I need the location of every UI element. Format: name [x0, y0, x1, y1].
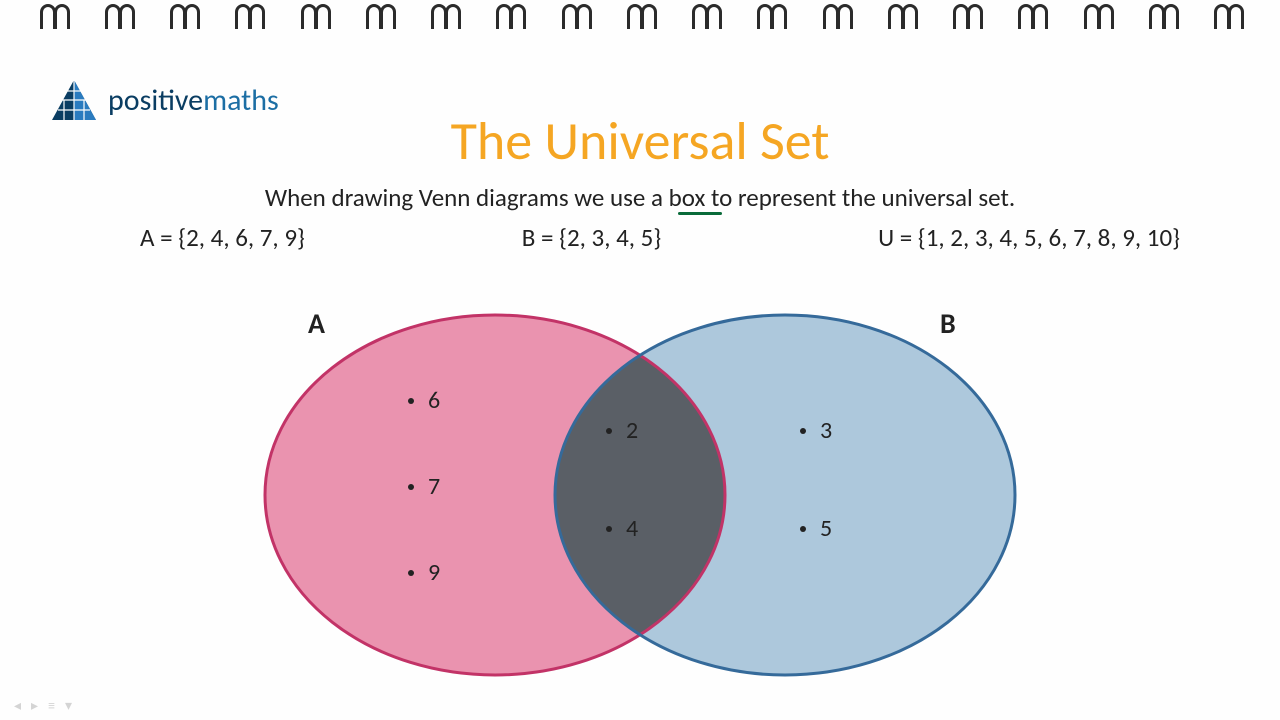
spiral-ring: [623, 4, 657, 34]
spiral-ring: [949, 4, 983, 34]
dot-icon: [800, 526, 806, 532]
subtitle-pre: When drawing Venn diagrams we use a: [265, 182, 669, 213]
venn-element-B-only: 3: [800, 416, 832, 445]
nav-more-icon[interactable]: ▾: [65, 697, 72, 714]
venn-element-A-only: 9: [408, 558, 440, 587]
venn-element-value: 2: [626, 416, 638, 445]
spiral-ring: [492, 4, 526, 34]
venn-element-value: 3: [820, 416, 832, 445]
set-U-def: U = {1, 2, 3, 4, 5, 6, 7, 8, 9, 10}: [878, 222, 1180, 253]
subtitle-underlined-word: box: [669, 182, 706, 213]
nav-menu-icon[interactable]: ≡: [48, 697, 55, 714]
venn-label-B: B: [940, 306, 956, 341]
subtitle: When drawing Venn diagrams we use a box …: [0, 182, 1280, 213]
venn-svg: [190, 300, 1090, 700]
spiral-ring: [362, 4, 396, 34]
set-A-def: A = {2, 4, 6, 7, 9}: [140, 222, 305, 253]
spiral-ring: [688, 4, 722, 34]
spiral-binding: [0, 4, 1280, 34]
set-B-def: B = {2, 3, 4, 5}: [522, 222, 661, 253]
venn-diagram: A B 6 7 9 2 4 3 5: [0, 300, 1280, 700]
venn-element-intersection: 4: [606, 514, 638, 543]
dot-icon: [408, 398, 414, 404]
spiral-ring: [558, 4, 592, 34]
sets-row: A = {2, 4, 6, 7, 9} B = {2, 3, 4, 5} U =…: [140, 222, 1180, 253]
spiral-ring: [1145, 4, 1179, 34]
nav-next-icon[interactable]: ▸: [31, 697, 38, 714]
dot-icon: [408, 570, 414, 576]
venn-element-A-only: 7: [408, 472, 440, 501]
dot-icon: [408, 484, 414, 490]
venn-element-B-only: 5: [800, 514, 832, 543]
subtitle-post: to represent the universal set.: [705, 182, 1015, 213]
spiral-ring: [36, 4, 70, 34]
page-title: The Universal Set: [0, 108, 1280, 174]
spiral-ring: [1210, 4, 1244, 34]
venn-label-A: A: [308, 306, 325, 341]
spiral-ring: [1080, 4, 1114, 34]
nav-prev-icon[interactable]: ◂: [14, 697, 21, 714]
spiral-ring: [753, 4, 787, 34]
venn-element-intersection: 2: [606, 416, 638, 445]
spiral-ring: [297, 4, 331, 34]
spiral-ring: [884, 4, 918, 34]
spiral-ring: [427, 4, 461, 34]
spiral-ring: [166, 4, 200, 34]
venn-element-value: 6: [428, 386, 440, 415]
venn-element-value: 7: [428, 472, 440, 501]
underline-mark: [678, 212, 722, 215]
spiral-ring: [819, 4, 853, 34]
venn-element-value: 5: [820, 514, 832, 543]
venn-element-A-only: 6: [408, 386, 440, 415]
dot-icon: [606, 526, 612, 532]
dot-icon: [606, 428, 612, 434]
spiral-ring: [101, 4, 135, 34]
spiral-ring: [231, 4, 265, 34]
venn-element-value: 9: [428, 558, 440, 587]
slide-nav-controls[interactable]: ◂ ▸ ≡ ▾: [14, 697, 72, 714]
spiral-ring: [1014, 4, 1048, 34]
dot-icon: [800, 428, 806, 434]
venn-element-value: 4: [626, 514, 638, 543]
